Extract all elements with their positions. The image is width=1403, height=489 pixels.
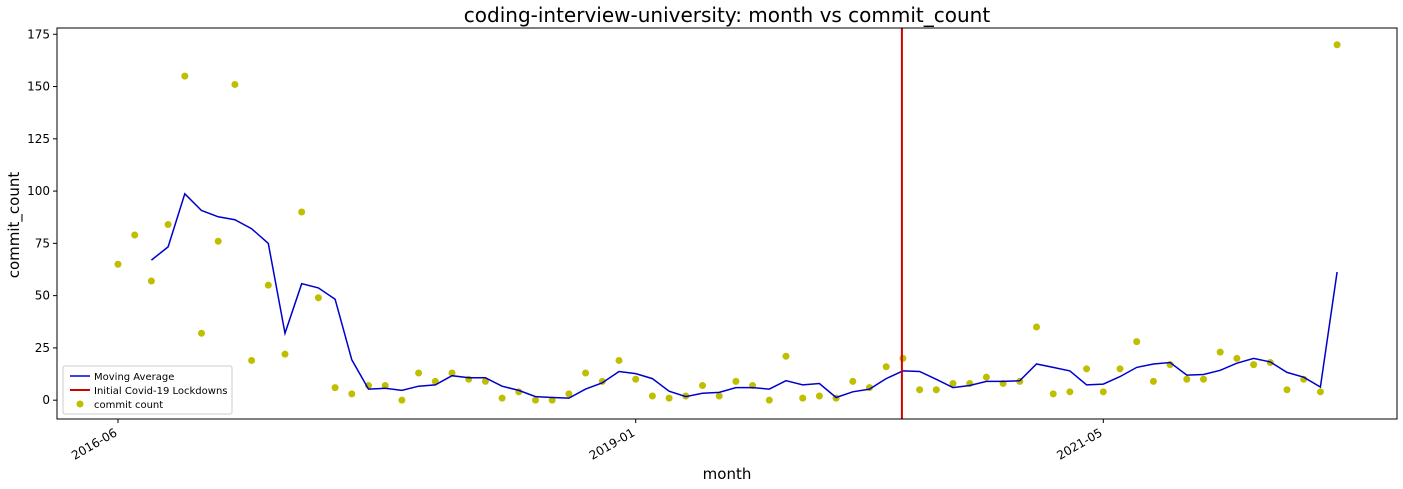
moving-average-line: [150, 192, 1338, 399]
y-tick-label: 125: [27, 132, 50, 146]
commit-count-point: [1283, 386, 1291, 394]
commit-count-point: [331, 384, 339, 392]
commit-count-point: [415, 369, 423, 377]
commit-count-point: [949, 379, 957, 387]
commit-count-point: [1116, 365, 1124, 373]
commit-count-point: [1183, 375, 1191, 383]
commit-count-point: [582, 369, 590, 377]
legend-commit-count-label: commit count: [94, 400, 163, 411]
commit-count-point: [715, 392, 723, 400]
y-axis: 0 25 50 75 100 125 150 175: [27, 27, 57, 407]
y-tick-label: 150: [27, 80, 50, 94]
commit-count-point: [147, 277, 155, 285]
commit-count-point: [548, 396, 556, 404]
x-tick-label: 2021-05: [1054, 425, 1104, 462]
commit-count-point: [498, 394, 506, 402]
commit-count-point: [932, 386, 940, 394]
commit-count-point: [481, 377, 489, 385]
commit-count-point: [1149, 377, 1157, 385]
commit-count-point: [565, 390, 573, 398]
y-tick-label: 75: [35, 236, 50, 250]
y-tick-label: 0: [42, 393, 50, 407]
commit-count-point: [348, 390, 356, 398]
commit-count-point: [799, 394, 807, 402]
commit-count-point: [164, 221, 172, 229]
commit-count-point: [1200, 375, 1207, 383]
commit-count-point: [281, 350, 289, 358]
commit-count-point: [648, 392, 656, 400]
y-tick-label: 25: [35, 341, 50, 355]
commit-count-point: [665, 394, 673, 402]
commit-count-point: [815, 392, 823, 400]
commit-count-point: [1083, 365, 1091, 373]
x-tick-label: 2019-01: [587, 425, 637, 462]
x-axis-title: month: [703, 465, 752, 483]
y-tick-label: 175: [27, 27, 50, 41]
plot-area: [114, 28, 1341, 419]
plot-frame: [56, 27, 1398, 420]
commit-count-point: [198, 329, 205, 337]
legend-commit-count-swatch: [76, 400, 84, 408]
commit-count-point: [1250, 361, 1258, 369]
commit-count-point: [298, 208, 306, 216]
legend-box: [62, 365, 233, 415]
commit-count-point: [882, 363, 890, 371]
commit-count-point: [398, 396, 406, 404]
commit-count-point: [314, 294, 322, 302]
commit-count-point: [916, 386, 924, 394]
commit-count-point: [632, 375, 640, 383]
chart-title: coding-interview-university: month vs co…: [464, 3, 991, 27]
commit-count-point: [782, 352, 790, 360]
y-axis-title: commit_count: [5, 172, 24, 279]
commit-count-point: [732, 377, 740, 385]
commit-count-point: [214, 237, 222, 245]
commit-count-point: [131, 231, 139, 239]
commit-count-point: [1333, 41, 1341, 49]
commit-count-point: [248, 356, 256, 364]
commit-count-point: [1066, 388, 1074, 396]
commit-count-point: [381, 382, 389, 390]
y-tick-label: 100: [27, 184, 50, 198]
legend-covid-label: Initial Covid-19 Lockdowns: [94, 386, 228, 397]
commit-count-point: [982, 373, 990, 381]
commit-count-point: [765, 396, 773, 404]
legend-moving-average-label: Moving Average: [94, 372, 174, 383]
commit-count-point: [1033, 323, 1040, 331]
commit-count-point: [264, 281, 272, 289]
legend: Moving Average Initial Covid-19 Lockdown…: [62, 365, 233, 415]
commit-count-point: [448, 369, 456, 377]
commit-count-point: [532, 396, 539, 404]
commit-count-point: [615, 356, 623, 364]
x-tick-label: 2016-06: [69, 425, 119, 462]
commit-count-point: [1216, 348, 1224, 356]
commit-count-point: [849, 377, 857, 385]
x-axis: 2016-06 2019-01 2021-05: [69, 419, 1105, 463]
commit-count-point: [1133, 338, 1141, 346]
commit-count-point: [231, 80, 239, 88]
commit-count-point: [699, 382, 706, 390]
commit-count-point: [1316, 388, 1324, 396]
commit-count-point: [181, 72, 189, 80]
commit-count-point: [114, 260, 122, 268]
y-tick-label: 50: [35, 289, 50, 303]
commit-count-point: [1049, 390, 1057, 398]
commit-count-point: [1099, 388, 1107, 396]
commit-count-point: [1233, 354, 1241, 362]
